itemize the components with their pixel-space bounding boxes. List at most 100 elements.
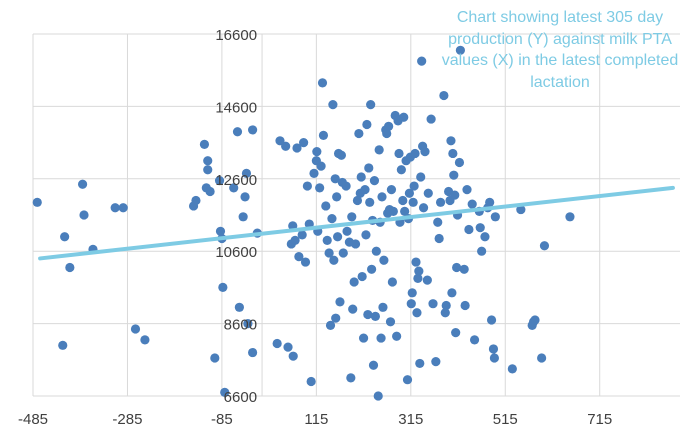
data-point [385, 317, 396, 327]
data-point [416, 172, 426, 182]
data-point [328, 99, 338, 110]
data-point [415, 358, 425, 369]
data-point [234, 302, 244, 312]
data-point [300, 257, 311, 267]
data-point [435, 197, 446, 207]
data-point [488, 344, 499, 354]
data-point [65, 262, 75, 273]
data-point [361, 230, 371, 240]
data-point [364, 163, 374, 173]
y-tick-label: 8600 [224, 317, 257, 334]
data-point [370, 311, 380, 321]
data-point [214, 176, 225, 186]
data-point [387, 277, 397, 287]
data-point [349, 277, 359, 287]
data-point [396, 165, 406, 175]
data-point [431, 357, 441, 367]
data-point [565, 212, 575, 222]
data-point [318, 130, 329, 140]
data-point [210, 353, 220, 363]
data-point [399, 112, 409, 122]
data-point [418, 203, 429, 213]
data-point [376, 333, 386, 343]
data-point [363, 309, 373, 320]
data-point [215, 226, 226, 236]
data-point [404, 188, 414, 198]
data-point [539, 241, 550, 251]
data-point [203, 165, 213, 175]
data-point [205, 186, 215, 197]
data-point [454, 157, 465, 168]
data-point [489, 353, 500, 363]
chart-annotation: Chart showing latest 305 day production … [441, 9, 679, 91]
data-point [229, 183, 239, 193]
data-point [315, 183, 325, 193]
data-point [327, 214, 337, 224]
data-point [241, 168, 252, 178]
data-point [238, 212, 248, 222]
data-point [312, 147, 322, 157]
data-point [358, 333, 369, 343]
data-point [467, 199, 477, 209]
data-point [448, 148, 458, 159]
data-point [475, 223, 485, 233]
data-point [379, 255, 389, 265]
data-point [220, 387, 230, 397]
data-point [423, 188, 433, 198]
data-point [366, 99, 376, 110]
data-point [218, 282, 228, 292]
data-point [410, 148, 420, 159]
data-point [388, 206, 398, 216]
x-tick-labels: -485 -285 -85 115 315 515 715 [18, 411, 612, 428]
data-point [329, 255, 339, 265]
data-point [354, 128, 364, 139]
data-point [140, 335, 150, 345]
data-point [434, 233, 444, 244]
data-point [394, 148, 404, 159]
data-point [299, 138, 309, 148]
data-point [248, 347, 258, 358]
data-point [426, 114, 436, 124]
data-point [341, 181, 351, 191]
data-point [433, 217, 443, 227]
data-point [477, 246, 487, 256]
data-point [459, 264, 469, 274]
data-point [335, 297, 345, 307]
data-point [384, 121, 394, 131]
data-point [346, 373, 356, 383]
data-point [58, 340, 68, 350]
data-point [281, 141, 291, 151]
data-point [469, 335, 480, 345]
x-tick-label: -285 [112, 411, 142, 428]
data-point [371, 246, 381, 256]
data-point [392, 331, 402, 341]
data-point [272, 338, 282, 349]
data-point [402, 375, 413, 385]
data-point [413, 273, 423, 283]
data-point [325, 320, 336, 331]
x-tick-label: 715 [587, 411, 612, 428]
trendline-layer [38, 185, 675, 261]
data-point [407, 288, 417, 298]
data-point [130, 324, 141, 334]
data-point [77, 179, 88, 189]
data-point [357, 271, 367, 282]
data-point [288, 351, 298, 361]
y-tick-labels: 16600 14600 12600 10600 8600 6600 [215, 27, 257, 406]
data-point [412, 308, 422, 318]
data-point [324, 248, 334, 258]
data-point [348, 304, 358, 314]
data-point [462, 185, 472, 195]
trendline [38, 185, 675, 261]
data-point [447, 288, 457, 298]
data-point [283, 342, 293, 352]
data-point [373, 391, 383, 401]
data-point [321, 201, 331, 211]
data-point [331, 313, 341, 323]
x-tick-label: -85 [211, 411, 233, 428]
data-point [297, 230, 307, 240]
data-point [243, 319, 253, 329]
data-point [199, 139, 210, 150]
